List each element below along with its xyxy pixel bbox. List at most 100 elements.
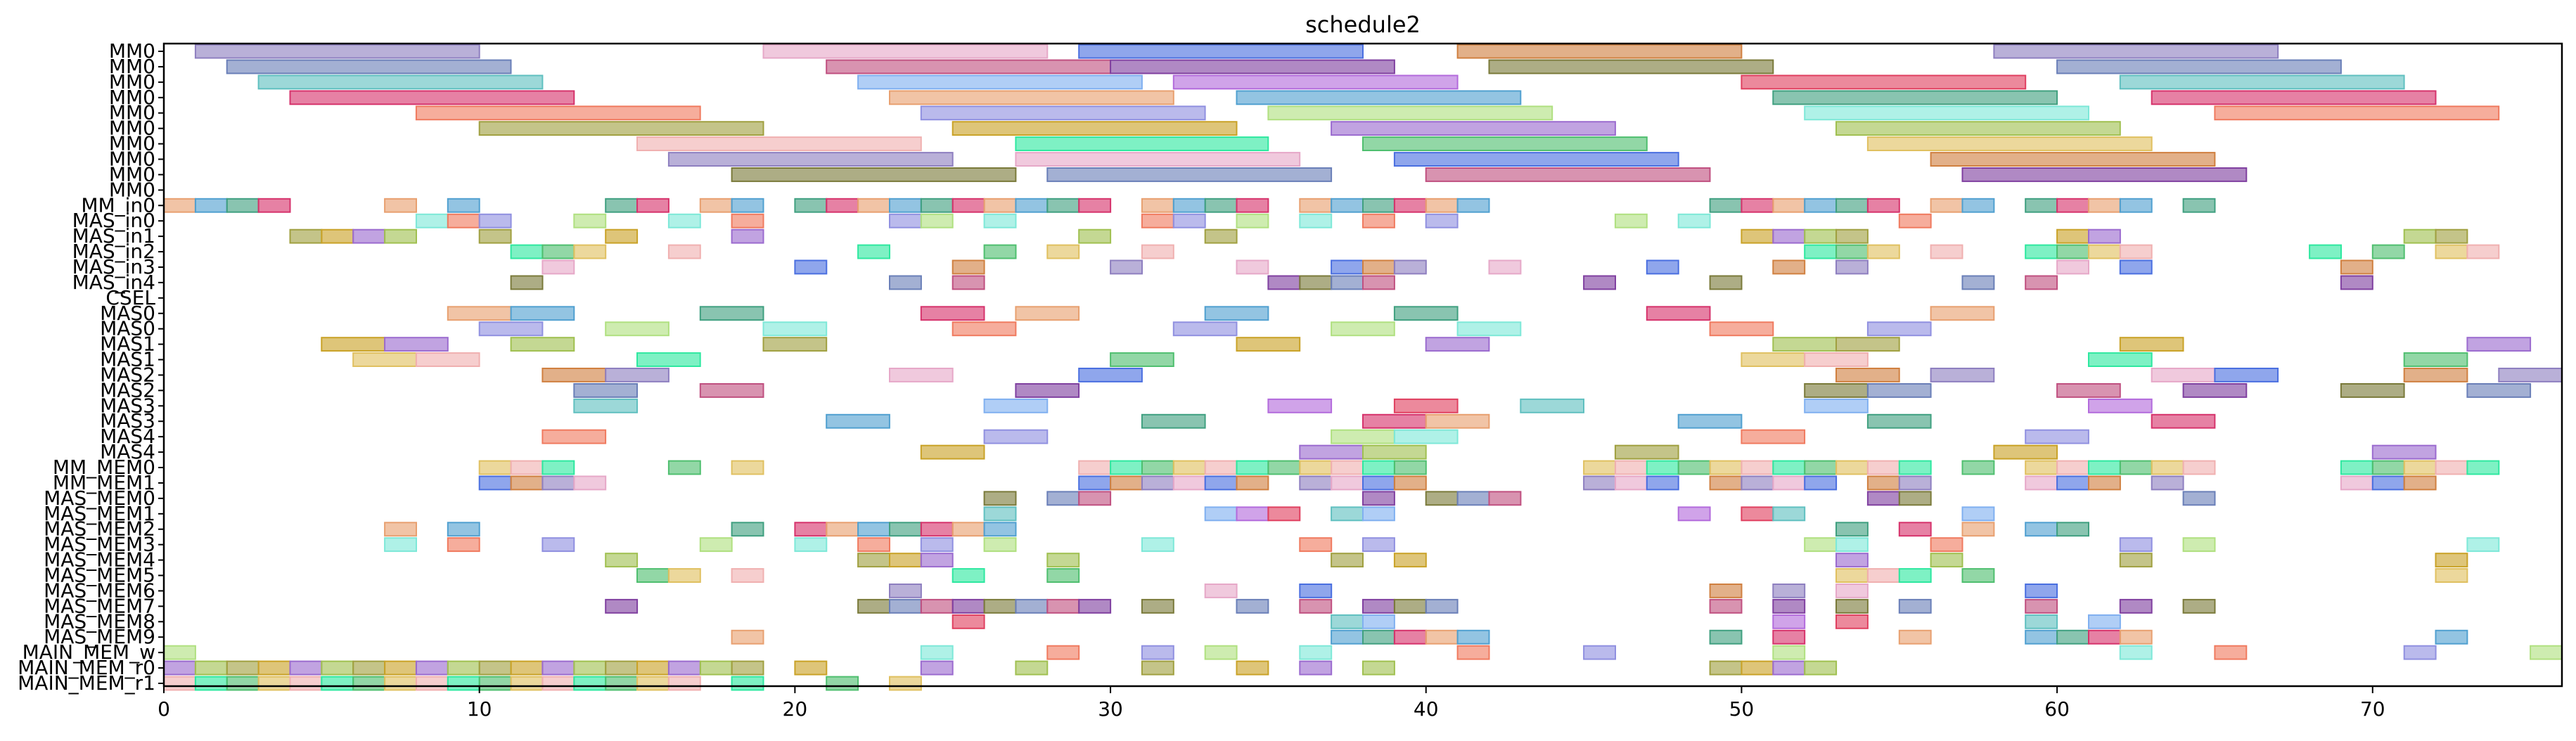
task-bar [1078,368,1143,382]
task-bar [1456,44,1743,59]
task-bar [2340,475,2373,491]
x-tick-label: 70 [2360,697,2385,721]
task-bar [1646,475,1679,491]
task-bar [1583,275,1617,290]
task-bar [889,598,922,614]
task-bar [1425,629,1459,645]
y-tick-label: MM0 [109,132,155,155]
task-bar [731,213,764,228]
task-bar [983,429,1049,444]
y-tick-label: MM0 [109,117,155,140]
task-bar [1930,244,1963,259]
task-bar [573,244,607,259]
task-bar [1898,598,1932,614]
task-bar [1614,444,1679,460]
task-bar [2088,629,2121,645]
task-bar [857,537,890,553]
task-bar [542,660,575,676]
task-bar [920,645,954,660]
task-bar [667,460,701,475]
task-bar [1866,321,1932,337]
task-bar [510,460,544,475]
y-tick-label: MAS_in2 [72,240,155,263]
task-bar [699,306,764,321]
task-bar [667,152,954,167]
task-bar [1331,475,1364,491]
task-bar [478,460,512,475]
task-bar [1236,506,1269,522]
task-bar [1362,275,1395,290]
x-tick-label: 20 [783,697,808,721]
task-bar [1456,629,1490,645]
task-bar [2088,228,2121,244]
task-bar [384,337,449,352]
task-bar [1520,398,1585,413]
task-bar [1425,337,1490,352]
task-bar [1362,614,1395,629]
x-tick-label: 50 [1729,697,1755,721]
task-bar [1866,413,1932,429]
task-bar [2119,75,2405,90]
task-bar [2403,475,2437,491]
task-bar [573,398,638,413]
task-bar [2119,460,2153,475]
task-bar [1804,105,2089,121]
task-bar [1331,460,1364,475]
task-bar [573,475,607,491]
task-bar [1456,645,1490,660]
task-bar [1961,460,1995,475]
task-bar [2340,259,2373,275]
task-bar [983,491,1017,506]
task-bar [667,244,701,259]
task-bar [2403,368,2468,382]
task-bar [2309,244,2343,259]
task-bar [2119,629,2153,645]
task-bar [826,59,1111,75]
task-bar [2025,614,2058,629]
task-bar [542,429,607,444]
task-bar [510,275,544,290]
task-bar [731,522,764,537]
task-bar [857,198,890,213]
task-bar [889,90,1174,105]
task-bar [2056,198,2090,213]
task-bar [226,676,259,691]
task-bar [1866,491,1900,506]
task-bar [2371,475,2405,491]
task-bar [1236,660,1269,676]
task-bar [1362,629,1395,645]
task-bar [1709,584,1743,598]
task-bar [478,676,512,691]
task-bar [1362,537,1395,553]
y-tick-label: MM0 [109,70,155,94]
y-tick-label: MAS_MEM4 [44,548,155,572]
task-bar [352,676,386,691]
task-bar [510,475,544,491]
task-bar [1898,475,1932,491]
task-bar [321,337,385,352]
task-bar [2403,645,2437,660]
task-bar [447,676,480,691]
task-bar [542,244,575,259]
task-bar [826,198,859,213]
task-bar [2435,244,2468,259]
y-tick-label: MAS_MEM1 [44,502,155,525]
task-bar [1141,198,1174,213]
task-bar [542,368,607,382]
task-bar [226,59,512,75]
task-bar [2056,383,2121,398]
y-tick-label: MAS1 [100,348,155,371]
task-bar [257,198,291,213]
task-bar [1172,460,1206,475]
task-bar [889,553,922,568]
y-tick-label: MM0 [109,162,155,186]
task-bar [1362,136,1648,152]
task-bar [1204,228,1238,244]
task-bar [1804,537,1838,553]
y-tick-label: MM0 [109,86,155,109]
x-axis: 0 10 20 30 40 50 60 70 [158,686,2385,721]
task-bar [1898,629,1932,645]
task-bar [951,522,985,537]
task-bar [1236,460,1269,475]
task-bar [605,676,639,691]
